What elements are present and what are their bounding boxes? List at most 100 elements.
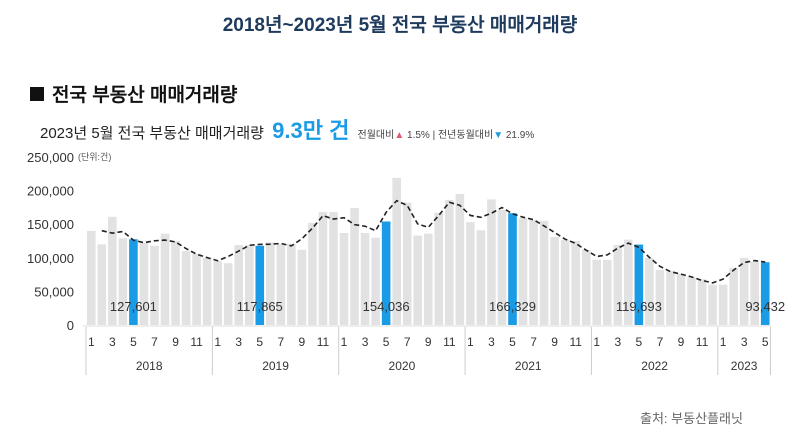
bar — [276, 244, 286, 325]
bar — [171, 241, 180, 325]
highlight-bar — [634, 244, 644, 325]
x-tick-label: 1 — [341, 335, 348, 349]
highlight-bar — [381, 221, 391, 325]
x-tick-label: 7 — [151, 335, 158, 349]
bar — [550, 236, 559, 325]
bar — [750, 261, 759, 325]
year-label: 2018 — [136, 359, 163, 373]
yoy-value: 21.9% — [505, 130, 535, 141]
bar — [455, 193, 465, 325]
bar — [318, 212, 328, 325]
headline: 2023년 5월 전국 부동산 매매거래량 9.3만 건 전월대비▲ 1.5% … — [40, 113, 534, 145]
x-tick-label: 1 — [720, 335, 727, 349]
bar — [466, 222, 475, 325]
data-label: 127,601 — [110, 299, 157, 314]
bar — [602, 259, 612, 325]
bar — [118, 238, 128, 325]
x-tick-label: 5 — [636, 335, 643, 349]
year-label: 2020 — [389, 359, 416, 373]
source-note: 출처: 부동산플래닛 — [640, 411, 743, 426]
bar — [571, 241, 580, 325]
year-label: 2021 — [515, 359, 542, 373]
square-bullet-icon — [30, 87, 44, 101]
bar — [708, 284, 717, 325]
x-tick-label: 3 — [362, 335, 369, 349]
highlight-bar — [255, 245, 265, 325]
bar — [392, 177, 401, 325]
bar — [666, 271, 675, 325]
data-label: 154,036 — [363, 299, 410, 314]
bar — [476, 230, 486, 325]
y-tick-label: 150,000 — [27, 217, 74, 232]
year-label: 2022 — [641, 359, 668, 373]
bar — [150, 245, 159, 325]
x-tick-label: 11 — [443, 335, 456, 349]
bar — [213, 261, 222, 325]
x-tick-label: 3 — [741, 335, 748, 349]
data-label: 93,432 — [745, 299, 785, 314]
x-tick-label: 11 — [317, 335, 330, 349]
y-tick-label: 0 — [67, 318, 74, 333]
bar — [676, 273, 686, 325]
bar — [613, 245, 623, 325]
x-tick-label: 5 — [383, 335, 390, 349]
x-tick-label: 5 — [509, 335, 516, 349]
bar — [423, 233, 433, 325]
headline-prefix: 2023년 5월 전국 부동산 매매거래량 — [40, 125, 264, 142]
year-label: 2023 — [731, 359, 758, 373]
x-tick-label: 9 — [172, 335, 179, 349]
x-tick-label: 11 — [696, 335, 709, 349]
x-tick-label: 5 — [256, 335, 263, 349]
bar — [371, 237, 380, 325]
bar — [181, 251, 191, 325]
x-tick-label: 7 — [530, 335, 537, 349]
bar — [97, 244, 107, 325]
bar — [655, 269, 665, 325]
bar — [539, 220, 549, 325]
x-tick-label: 1 — [88, 335, 95, 349]
x-tick-label: 3 — [109, 335, 116, 349]
highlight-bar — [760, 262, 770, 325]
bar — [529, 220, 538, 325]
unit-label: (단위:건) — [78, 152, 111, 162]
bar — [445, 200, 454, 325]
bar — [434, 212, 444, 325]
bar — [487, 199, 496, 325]
y-tick-label: 100,000 — [27, 251, 74, 266]
bar — [687, 277, 696, 325]
bar — [192, 253, 201, 325]
yoy-label: 전년동월대비 — [437, 130, 494, 141]
y-tick-label: 50,000 — [34, 284, 74, 299]
x-tick-label: 9 — [678, 335, 685, 349]
x-tick-label: 9 — [299, 335, 306, 349]
bar — [581, 249, 591, 325]
data-label: 166,329 — [489, 299, 536, 314]
bar — [160, 233, 170, 325]
x-tick-label: 7 — [277, 335, 284, 349]
x-tick-label: 11 — [569, 335, 582, 349]
bar — [244, 245, 254, 325]
x-tick-label: 5 — [762, 335, 769, 349]
year-label: 2019 — [262, 359, 289, 373]
bar — [108, 216, 117, 325]
separator: | — [432, 130, 436, 141]
bar — [645, 257, 654, 325]
trend-line — [101, 199, 766, 284]
x-tick-label: 3 — [488, 335, 495, 349]
bar — [139, 243, 149, 325]
mom-value: 1.5% — [407, 130, 430, 141]
bar — [297, 249, 307, 325]
bar — [202, 257, 212, 325]
x-tick-label: 9 — [551, 335, 558, 349]
bar — [518, 218, 528, 325]
bar — [329, 212, 338, 325]
bar — [592, 259, 602, 325]
mom-label: 전월대비 — [357, 130, 395, 141]
page-title: 2018년~2023년 5월 전국 부동산 매매거래량 — [222, 15, 578, 36]
x-tick-label: 11 — [190, 335, 203, 349]
bar — [497, 210, 507, 325]
up-triangle-icon: ▲ — [394, 130, 405, 141]
bar — [223, 263, 233, 325]
bar — [350, 208, 359, 325]
